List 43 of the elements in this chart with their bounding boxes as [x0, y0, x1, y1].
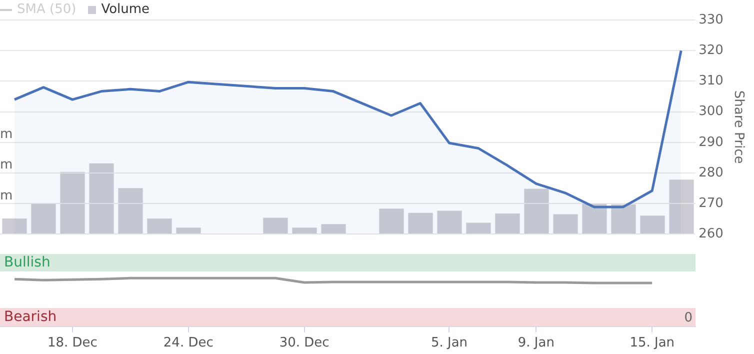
bar: [176, 228, 201, 234]
bar: [379, 208, 404, 234]
y-tick-label: 310: [698, 74, 724, 89]
y-tick-label: 330: [698, 12, 724, 28]
bar: [60, 172, 85, 234]
bar: [292, 228, 317, 234]
x-tick-label: 24. Dec: [163, 336, 214, 351]
bar: [553, 214, 578, 234]
bar: [582, 204, 607, 234]
bar: [611, 204, 636, 234]
bar: [466, 222, 491, 234]
band-label: Bearish: [4, 308, 57, 325]
y-tick-label: 290: [698, 134, 724, 150]
bar: [147, 218, 172, 234]
y-tick-label: 260: [698, 226, 724, 242]
y-tick-label: 320: [698, 42, 724, 58]
bar: [263, 218, 288, 234]
bar: [89, 163, 114, 234]
annotation: m: [0, 127, 13, 142]
bar: [524, 188, 549, 234]
annotation: 0: [684, 310, 693, 326]
y-tick-label: 270: [698, 196, 724, 211]
y-tick-label: 300: [698, 104, 724, 120]
annotation: m: [0, 188, 13, 204]
x-tick-label: 18. Dec: [47, 336, 98, 351]
band-label: Bullish: [4, 254, 50, 270]
bar: [495, 214, 520, 234]
y-tick-label: 280: [698, 165, 724, 180]
legend-label: Volume: [101, 2, 150, 17]
x-tick-label: 9. Jan: [518, 336, 554, 351]
bar: [437, 210, 462, 234]
bar: [321, 224, 346, 234]
bar: [118, 188, 143, 234]
bar: [640, 216, 665, 234]
bar: [2, 218, 27, 234]
annotation: m: [0, 158, 13, 173]
x-tick-label: 15. Jan: [630, 336, 675, 351]
bar: [31, 204, 56, 234]
bar: [408, 212, 433, 234]
x-tick-label: 30. Dec: [279, 336, 330, 351]
bar: [669, 180, 694, 234]
y-axis-title: Share Price: [730, 90, 746, 164]
x-tick-label: 5. Jan: [430, 336, 468, 351]
